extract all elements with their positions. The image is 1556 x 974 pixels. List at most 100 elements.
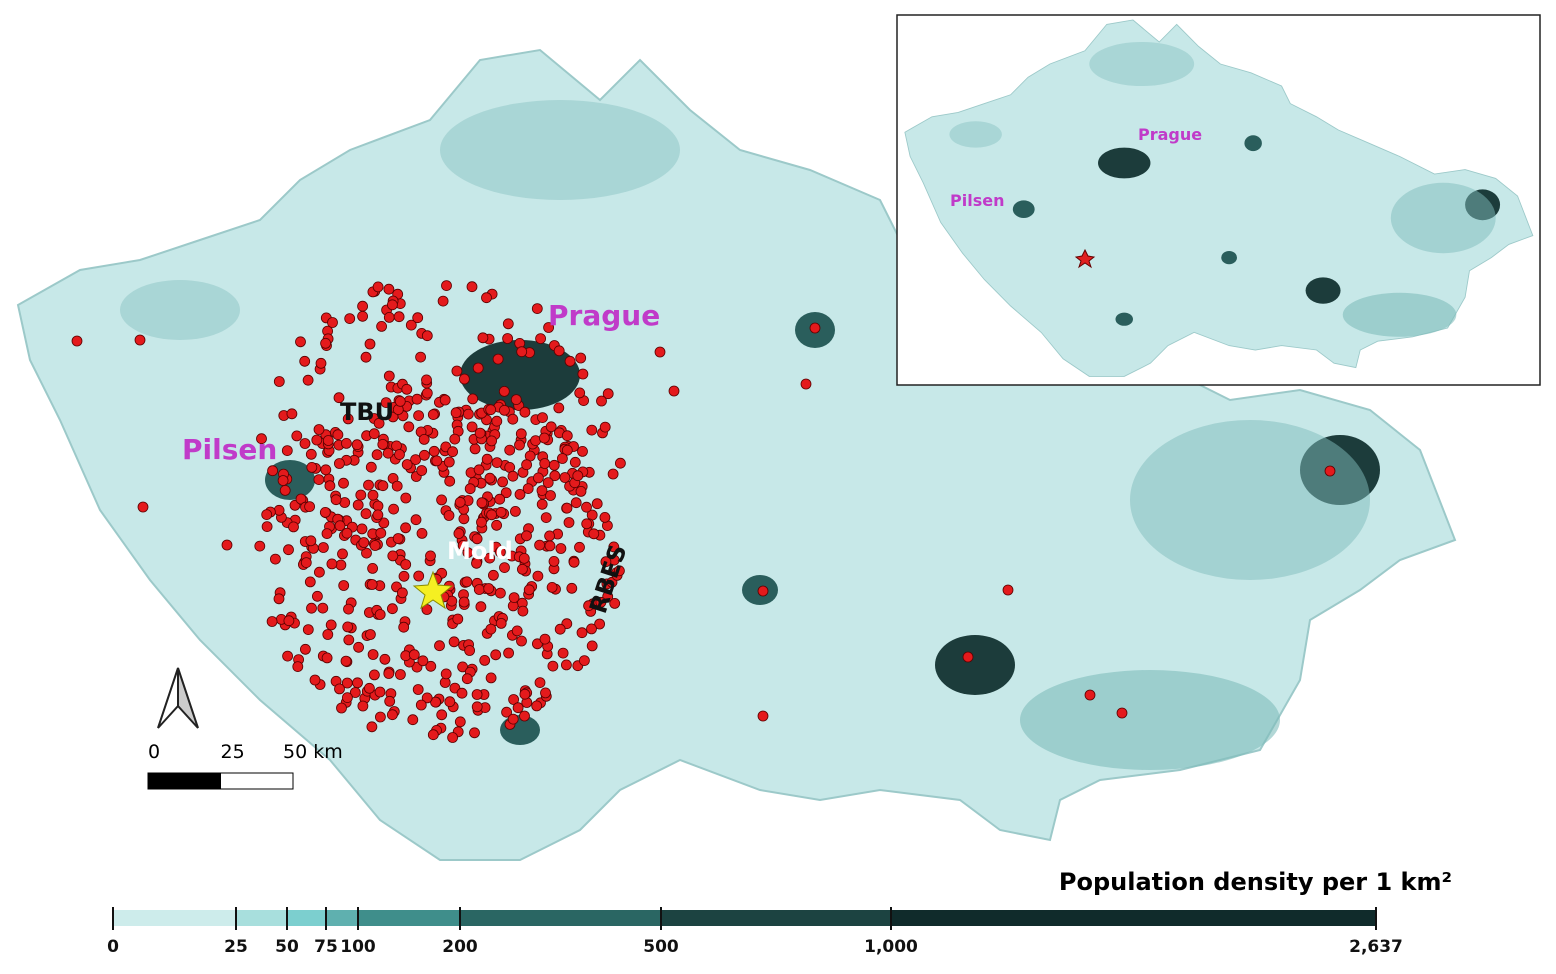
sample-point <box>368 669 380 681</box>
sample-point <box>261 509 273 520</box>
sample-point <box>382 447 394 459</box>
sample-point <box>1084 689 1096 701</box>
sample-point <box>554 623 566 635</box>
sample-point <box>407 714 419 726</box>
sample-point <box>523 584 535 596</box>
sample-point <box>392 533 404 544</box>
sample-point <box>586 640 598 652</box>
sample-point <box>545 421 557 433</box>
sample-point <box>379 653 391 665</box>
sample-point <box>581 501 592 513</box>
sample-point <box>311 590 323 602</box>
sample-point <box>335 559 347 571</box>
sample-point <box>471 689 483 700</box>
sample-point <box>519 406 531 418</box>
sample-point <box>336 702 347 714</box>
scale-bar: 0 25 50 km <box>147 741 343 790</box>
sample-point <box>357 700 369 712</box>
sample-point <box>408 649 420 661</box>
sample-point <box>452 613 464 625</box>
mold-label: Mold <box>447 537 513 565</box>
sample-point <box>343 603 354 615</box>
sample-point <box>471 557 482 569</box>
sample-point <box>569 456 581 468</box>
sample-point <box>421 330 433 342</box>
sample-point <box>338 580 350 591</box>
sample-point <box>502 318 514 330</box>
sample-point <box>566 582 578 594</box>
sample-point <box>337 548 348 560</box>
sample-point <box>418 433 430 445</box>
sample-point <box>357 300 369 312</box>
sample-point <box>602 591 614 602</box>
legend-swatch <box>891 910 1376 926</box>
sample-point <box>341 677 353 689</box>
sample-point <box>561 430 573 442</box>
sample-point <box>466 421 478 433</box>
sample-point <box>555 543 567 554</box>
sample-point <box>809 322 821 334</box>
legend-tick-label: 50 <box>275 937 299 957</box>
sample-point <box>511 625 523 637</box>
sample-point <box>548 556 560 567</box>
sample-point <box>437 295 449 307</box>
legend-tick-label: 2,637 <box>1349 937 1403 957</box>
sample-point <box>317 602 329 614</box>
sample-point <box>532 570 544 582</box>
scale-segment <box>220 772 294 790</box>
sample-point <box>436 494 448 506</box>
sample-point <box>305 448 317 460</box>
sample-point <box>400 522 412 534</box>
sample-point <box>306 461 318 473</box>
sample-point <box>380 397 392 409</box>
sample-point <box>299 355 311 367</box>
sample-point <box>503 647 515 659</box>
sample-point <box>320 464 332 476</box>
sample-point <box>302 624 314 635</box>
sample-point <box>428 445 440 457</box>
sample-point <box>363 479 374 491</box>
sample-point <box>577 368 589 380</box>
sample-point <box>500 487 512 499</box>
sample-point <box>299 643 311 655</box>
sample-point <box>588 528 600 540</box>
sample-point <box>333 458 345 469</box>
sample-point <box>594 618 605 630</box>
sample-point <box>497 476 509 488</box>
sample-point <box>325 619 337 631</box>
sample-point <box>277 475 289 486</box>
sample-point <box>492 353 504 365</box>
sample-point <box>457 540 469 551</box>
sample-point <box>376 320 388 332</box>
sample-point <box>499 562 510 573</box>
pilsen-label: Pilsen <box>182 433 277 466</box>
sample-point <box>440 668 452 680</box>
sample-point <box>413 410 425 422</box>
sample-point <box>1002 584 1014 596</box>
sample-point <box>519 688 531 700</box>
sample-point <box>256 433 267 445</box>
sample-point <box>586 424 598 436</box>
sample-point <box>444 475 456 487</box>
sample-point <box>400 492 412 504</box>
sample-point <box>421 387 433 399</box>
inset-pilsen-label: Pilsen <box>950 191 1004 210</box>
sample-point <box>495 506 507 518</box>
sample-point <box>411 393 423 405</box>
sample-point <box>413 570 425 582</box>
sample-point <box>514 488 526 500</box>
sample-point <box>415 351 427 363</box>
sample-point <box>324 480 336 492</box>
sample-point <box>471 533 483 545</box>
sample-point <box>473 464 485 476</box>
sample-point <box>386 299 398 311</box>
sample-point <box>412 312 424 324</box>
sample-point <box>416 465 428 476</box>
sample-point <box>466 281 478 293</box>
sample-point <box>544 530 555 542</box>
sample-point <box>417 655 429 667</box>
legend-swatch <box>460 910 661 926</box>
sample-point <box>334 520 346 532</box>
sample-point <box>800 378 812 390</box>
sample-point <box>510 505 521 517</box>
